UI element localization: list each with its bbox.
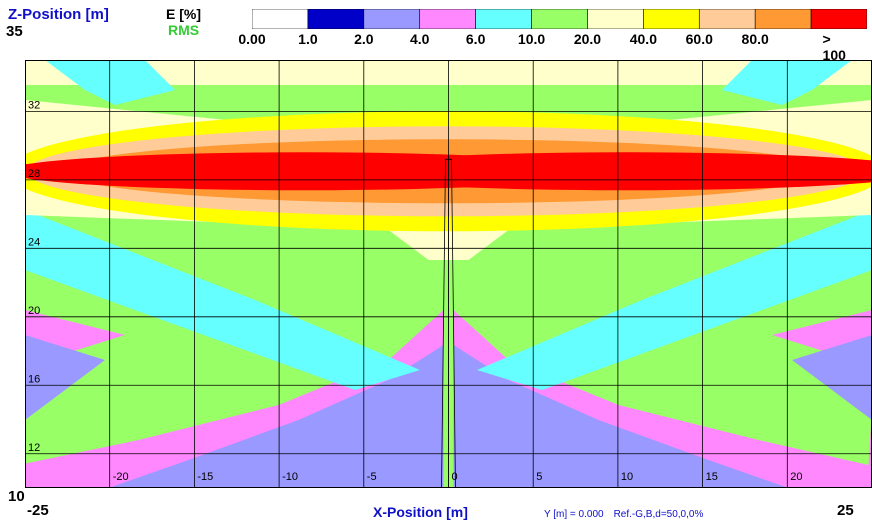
legend-label: 80.0: [741, 31, 769, 47]
color-legend-bar: [252, 9, 867, 29]
field-strength-heatmap: -20 -15 -10 -5 0 5 10 15 20 12 16 20 24 28 32: [25, 60, 872, 488]
contour-red-lobe-right: [326, 152, 872, 191]
quantity-label: E [%]: [166, 6, 201, 22]
legend-label: 40.0: [629, 31, 657, 47]
legend-swatch: [531, 9, 588, 29]
y-axis-title: Z-Position [m]: [8, 6, 109, 23]
x-tick-label: -15: [197, 471, 213, 483]
x-max-label: 25: [837, 502, 854, 519]
legend-label: 20.0: [573, 31, 602, 47]
x-tick-label: 5: [536, 471, 542, 483]
contour-mid-left: [25, 210, 420, 390]
legend-swatch: [643, 9, 700, 29]
y-tick-label: 12: [28, 442, 40, 454]
contour-lower-left-inner: [108, 345, 444, 488]
x-tick-label: 10: [621, 471, 633, 483]
y-tick-label: 28: [28, 168, 40, 180]
legend-swatch: [475, 9, 532, 29]
legend-swatch: [307, 9, 365, 29]
y-tick-label: 24: [28, 236, 40, 248]
x-tick-label: 20: [790, 471, 802, 483]
y-tick-label: 16: [28, 373, 40, 385]
legend-swatch: [754, 9, 812, 29]
x-tick-label: -20: [113, 471, 129, 483]
legend-label: 10.0: [517, 31, 546, 47]
contour-left-edge-inner: [25, 335, 105, 420]
x-tick-label: -5: [367, 471, 377, 483]
legend-label: 1.0: [298, 31, 318, 47]
legend-swatch: [252, 9, 309, 29]
y-max-label: 35: [6, 23, 23, 40]
info-line: Y [m] = 0.000 Ref.-G,B,d=50,0,0%: [544, 509, 713, 520]
legend-swatch: [363, 9, 421, 29]
x-tick-label: 15: [706, 471, 718, 483]
legend-label: 0.00: [238, 31, 266, 47]
legend-swatch: [810, 9, 867, 29]
legend-label: 4.0: [409, 31, 430, 47]
x-axis-title: X-Position [m]: [373, 504, 468, 520]
legend-label: 60.0: [685, 31, 713, 47]
legend-swatch: [587, 9, 644, 29]
mode-label: RMS: [168, 22, 200, 38]
y-tick-label: 32: [28, 99, 40, 111]
x-min-label: -25: [27, 502, 49, 519]
y-tick-label: 20: [28, 305, 40, 317]
legend-label: 2.0: [354, 31, 374, 47]
y-min-label: 10: [8, 488, 25, 505]
legend-label: 6.0: [465, 31, 486, 47]
contour-mid-right: [477, 210, 872, 390]
x-tick-label: 0: [452, 471, 458, 483]
legend-swatch: [698, 9, 756, 29]
legend-swatch: [419, 9, 476, 29]
y-position-label: Y [m] = 0.000: [544, 509, 604, 520]
reference-label: Ref.-G,B,d=50,0,0%: [613, 509, 704, 520]
x-tick-label: -10: [282, 471, 298, 483]
antenna-mast: [441, 158, 456, 488]
legend-label: > 100: [822, 31, 846, 63]
contour-right-edge-inner: [792, 335, 872, 420]
contour-lower-right-inner: [453, 345, 789, 488]
